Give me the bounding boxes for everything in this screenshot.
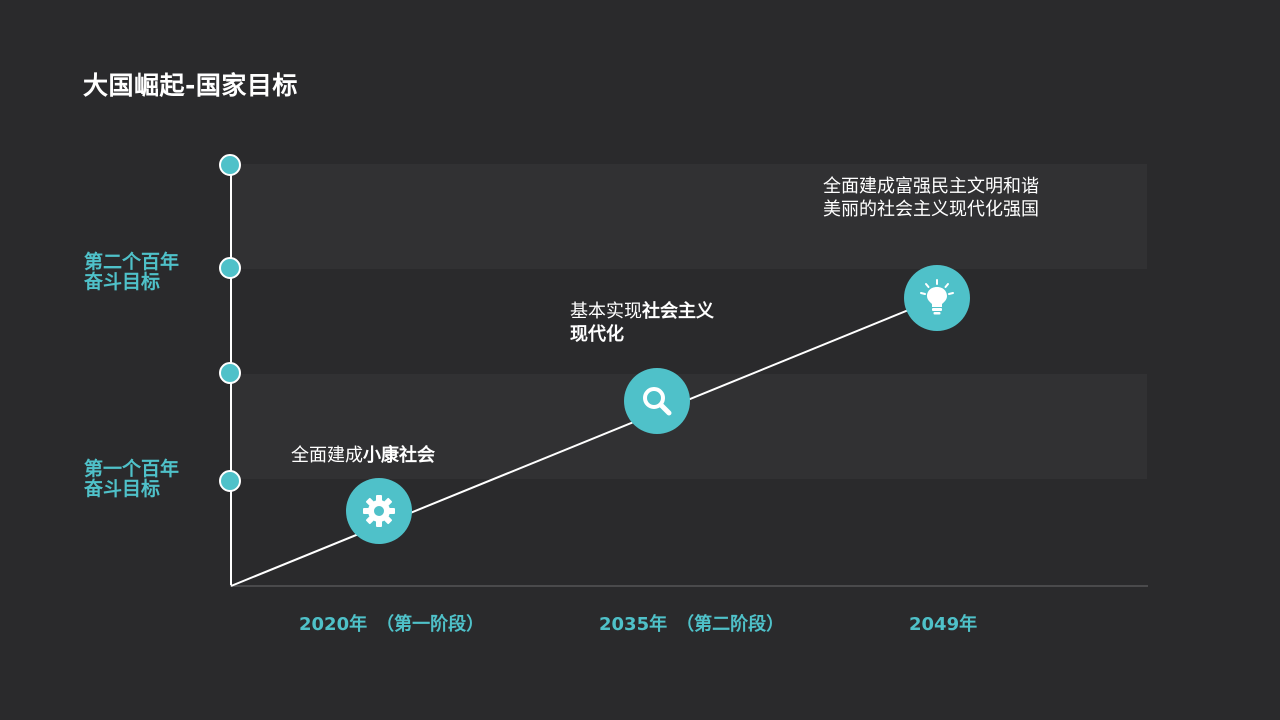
x-label-2020-stage: （第一阶段） [385,614,485,635]
milestone-2020-text: 全面建成小康社会 [291,444,435,467]
x-label-2049-year: 2049年 [909,614,978,635]
goal-label-first-line2: 奋斗目标 [84,478,161,500]
x-label-2035: 2035年 （第二阶段） [599,610,784,636]
x-label-2020-year: 2020年 [299,614,368,635]
x-label-2049: 2049年 [909,610,977,636]
milestone-2049 [904,265,970,331]
x-label-2035-stage: （第二阶段） [685,614,785,635]
axis-dot-3 [219,362,241,384]
milestone-2035-text-plain: 基本实现 [570,301,642,322]
milestone-2020-text-plain: 全面建成 [291,445,363,466]
milestone-2020 [346,478,412,544]
x-label-2020: 2020年 （第一阶段） [299,610,484,636]
goal-label-first: 第一个百年 奋斗目标 [84,459,194,499]
milestone-2049-text: 全面建成富强民主文明和谐美丽的社会主义现代化强国 [823,175,1053,221]
milestone-2049-text-plain: 全面建成富强民主文明和谐美丽的社会主义现代化强国 [823,176,1039,220]
axis-dot-2 [219,257,241,279]
band-upper [230,164,1147,269]
axis-dot-4 [219,470,241,492]
axis-dot-1 [219,154,241,176]
milestone-2035-text: 基本实现社会主义现代化 [570,300,720,346]
goal-label-second-line1: 第二个百年 [84,251,180,273]
goal-label-second: 第二个百年 奋斗目标 [84,252,194,292]
milestone-2020-text-bold: 小康社会 [363,445,435,466]
milestone-2035 [624,368,690,434]
goal-label-second-line2: 奋斗目标 [84,271,161,293]
x-label-2035-year: 2035年 [599,614,668,635]
horizontal-axis [230,585,1148,587]
goal-label-first-line1: 第一个百年 [84,458,180,480]
slide-title: 大国崛起-国家目标 [83,71,298,100]
gear-icon [363,495,395,527]
lightbulb-icon [920,279,954,315]
milestone-2035-text-bold: 社会主义现代化 [570,301,714,345]
search-icon [643,387,672,416]
